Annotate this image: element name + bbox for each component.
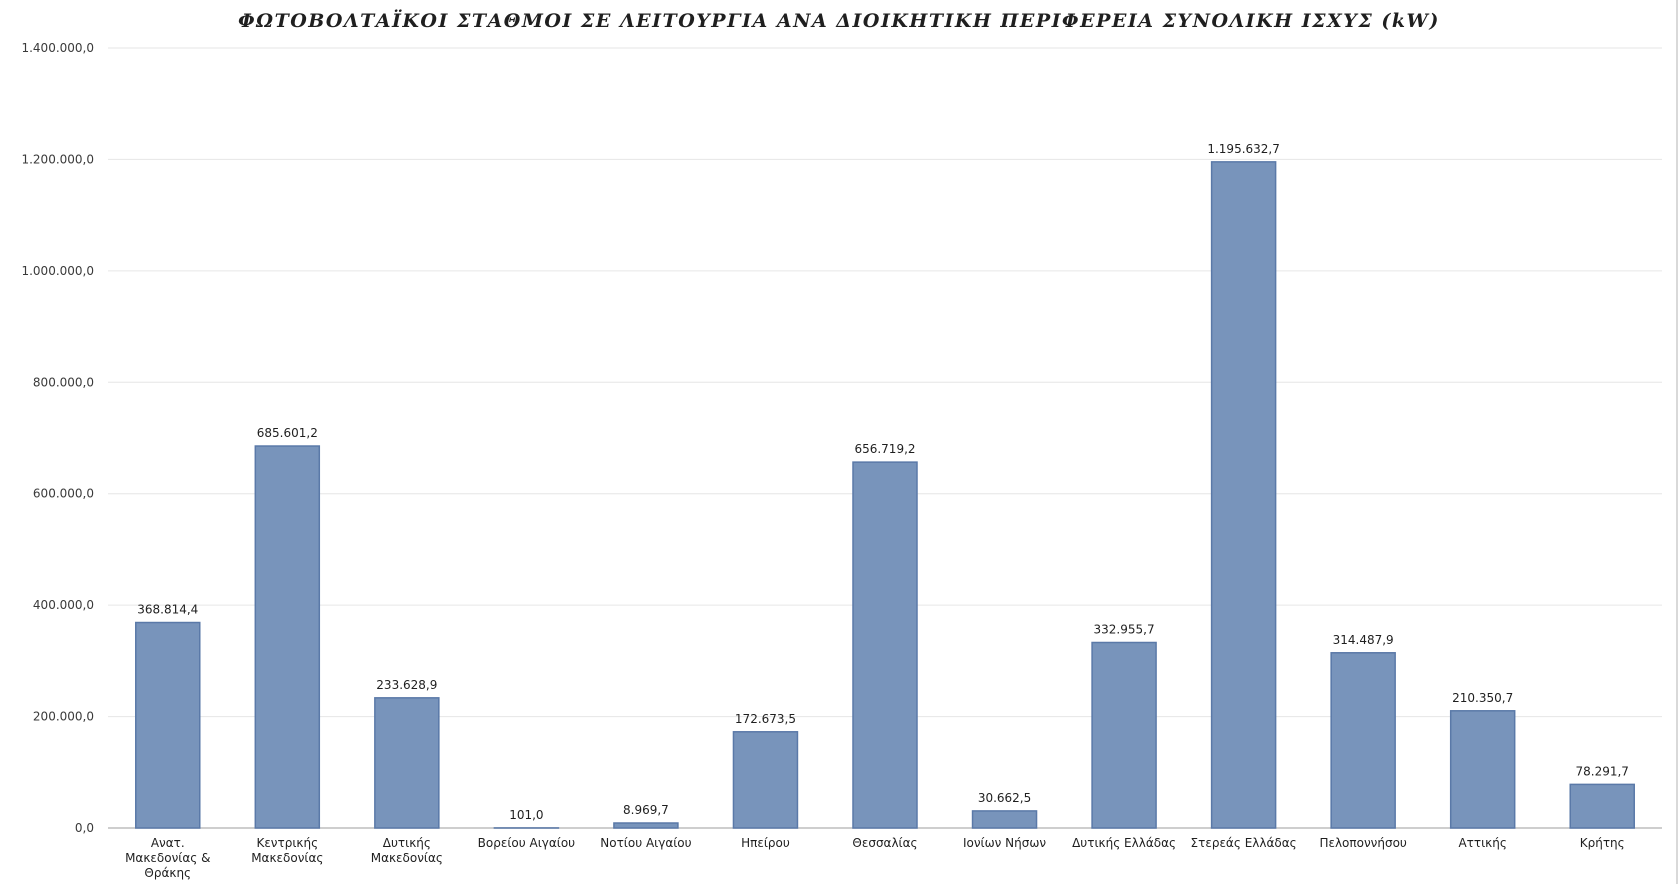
- data-label: 78.291,7: [1576, 764, 1629, 778]
- x-tick-label: Μακεδονίας: [251, 851, 323, 865]
- x-tick-label: Κεντρικής: [256, 836, 318, 850]
- data-label: 685.601,2: [257, 426, 318, 440]
- bar: [613, 822, 679, 829]
- x-tick-label: Στερεάς Ελλάδας: [1191, 836, 1297, 850]
- x-tick-label: Θεσσαλίας: [852, 836, 917, 850]
- bar: [1210, 161, 1277, 829]
- data-label: 233.628,9: [376, 678, 437, 692]
- bar: [1569, 783, 1635, 829]
- x-tick-label: Δυτικής: [383, 836, 431, 850]
- data-label: 210.350,7: [1452, 691, 1513, 705]
- data-label: 101,0: [509, 808, 543, 822]
- bar: [971, 810, 1038, 829]
- x-tick-label: Ηπείρου: [741, 836, 790, 850]
- bar: [135, 621, 201, 829]
- y-tick-label: 0,0: [75, 821, 94, 835]
- data-label: 368.814,4: [137, 603, 198, 617]
- frame-edge: [1676, 0, 1678, 884]
- x-tick-label: Μακεδονίας &: [125, 851, 210, 865]
- x-tick-label: Κρήτης: [1580, 836, 1625, 850]
- bar: [852, 461, 918, 829]
- y-tick-label: 200.000,0: [33, 710, 94, 724]
- x-tick-label: Ανατ.: [151, 836, 185, 850]
- data-label: 332.955,7: [1094, 622, 1155, 636]
- bar: [1091, 641, 1157, 829]
- bar: [254, 445, 321, 829]
- data-label: 1.195.632,7: [1207, 142, 1280, 156]
- data-label: 656.719,2: [854, 442, 915, 456]
- chart-title: ΦΩΤΟΒΟΛΤΑΪΚΟΙ ΣΤΑΘΜΟΙ ΣΕ ΛΕΙΤΟΥΡΓΙΑ ΑΝΑ …: [238, 10, 1440, 32]
- bar: [374, 697, 440, 829]
- data-label: 8.969,7: [623, 803, 669, 817]
- x-tick-label: Θράκης: [144, 866, 191, 880]
- x-tick-label: Βορείου Αιγαίου: [478, 836, 576, 850]
- data-label: 172.673,5: [735, 712, 796, 726]
- data-label: 314.487,9: [1333, 633, 1394, 647]
- data-label: 30.662,5: [978, 791, 1031, 805]
- bar: [1330, 652, 1396, 829]
- y-tick-label: 400.000,0: [33, 598, 94, 612]
- bar: [732, 731, 799, 829]
- y-tick-label: 1.000.000,0: [21, 264, 94, 278]
- y-tick-label: 800.000,0: [33, 375, 94, 389]
- x-tick-label: Ιονίων Νήσων: [963, 836, 1046, 850]
- x-tick-label: Δυτικής Ελλάδας: [1072, 836, 1176, 850]
- x-tick-label: Αττικής: [1458, 836, 1506, 850]
- y-tick-label: 1.400.000,0: [21, 41, 94, 55]
- y-tick-label: 600.000,0: [33, 487, 94, 501]
- x-tick-label: Πελοποννήσου: [1319, 836, 1406, 850]
- x-tick-label: Μακεδονίας: [371, 851, 443, 865]
- bar: [1449, 710, 1516, 829]
- y-tick-label: 1.200.000,0: [21, 152, 94, 166]
- x-tick-label: Νοτίου Αιγαίου: [600, 836, 691, 850]
